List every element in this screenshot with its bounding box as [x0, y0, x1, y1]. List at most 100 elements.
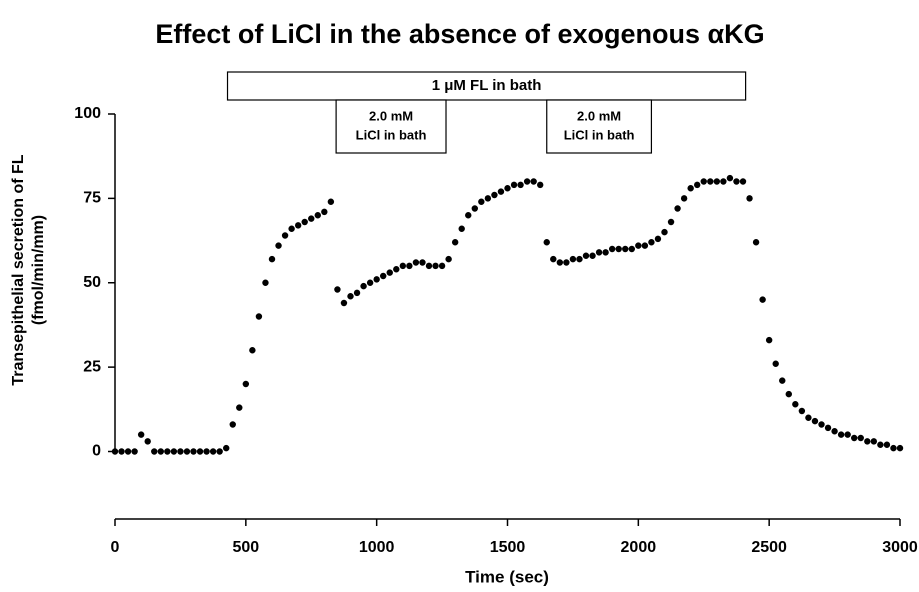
data-point [792, 401, 799, 408]
annotation-text: 2.0 mM [577, 108, 621, 123]
data-point [530, 178, 537, 185]
data-point [275, 242, 282, 249]
y-axis-label: (fmol/min/mm) [30, 215, 47, 325]
annotation-text: 1 μM FL in bath [432, 77, 542, 94]
data-point [805, 414, 812, 421]
chart-title: Effect of LiCl in the absence of exogeno… [155, 19, 764, 49]
data-point [543, 239, 550, 246]
data-point [785, 390, 792, 398]
data-point [321, 208, 328, 216]
data-point [890, 444, 897, 452]
data-point [576, 255, 583, 263]
annotation-box [226, 71, 747, 101]
data-point [196, 448, 204, 455]
x-tick-label: 3000 [882, 539, 918, 556]
data-point [445, 255, 452, 263]
data-point [491, 191, 498, 199]
data-point [896, 444, 904, 452]
data-point [635, 242, 642, 249]
data-point [288, 225, 295, 232]
data-point [733, 178, 740, 185]
data-point [203, 448, 210, 455]
data-point [465, 212, 472, 219]
data-point [628, 245, 635, 253]
data-point [216, 448, 223, 455]
data-point [739, 178, 747, 185]
data-point [373, 276, 380, 283]
annotation-text: LiCl in bath [356, 127, 427, 142]
data-point [648, 239, 655, 246]
data-point [451, 239, 459, 246]
data-point [720, 178, 727, 185]
data-point [360, 282, 367, 290]
x-tick-label: 1000 [359, 539, 395, 556]
y-tick-label: 50 [83, 274, 101, 291]
annotation-box [335, 99, 447, 154]
data-point [419, 259, 426, 266]
annotation-box [546, 99, 653, 154]
data-point [425, 262, 433, 270]
data-point [478, 198, 485, 205]
data-point [798, 407, 806, 415]
data-point [641, 242, 649, 249]
data-point [837, 431, 845, 438]
data-point [432, 262, 439, 270]
data-point [661, 228, 668, 236]
data-point [294, 222, 302, 229]
x-tick-label: 500 [232, 539, 259, 556]
data-point [844, 431, 851, 438]
data-point [347, 293, 354, 300]
data-point [399, 262, 407, 270]
data-point [700, 178, 707, 185]
data-point [811, 417, 819, 425]
y-tick-label: 75 [83, 190, 101, 207]
data-point [824, 424, 832, 432]
data-point [608, 245, 616, 253]
x-tick-label: 1500 [490, 539, 526, 556]
data-point [550, 255, 557, 263]
y-axis-label: Transepithelial secretion of FL [10, 154, 27, 385]
data-point [707, 178, 714, 185]
data-point [111, 448, 119, 455]
data-point [380, 272, 387, 280]
annotation-text: 2.0 mM [369, 108, 413, 123]
data-point [268, 255, 276, 263]
data-point [772, 360, 779, 367]
data-point [517, 181, 524, 189]
data-point [726, 174, 734, 182]
data-point [694, 181, 701, 189]
data-point [680, 195, 688, 202]
data-point [582, 252, 590, 259]
data-point [818, 421, 825, 428]
data-point [229, 421, 236, 428]
data-point [281, 232, 289, 239]
data-point [438, 262, 446, 270]
data-point [622, 245, 629, 253]
data-point [556, 259, 564, 266]
data-point [674, 205, 681, 212]
data-point [157, 448, 164, 455]
data-point [177, 448, 184, 455]
x-tick-label: 0 [111, 539, 120, 556]
data-point [779, 377, 786, 384]
data-point [209, 448, 217, 455]
data-point [164, 448, 171, 455]
data-point [223, 444, 230, 452]
data-point [366, 279, 374, 286]
data-point [255, 313, 263, 320]
data-point [687, 185, 694, 192]
data-point [883, 441, 891, 448]
x-axis-label: Time (sec) [465, 567, 549, 586]
data-point [458, 225, 465, 232]
data-point [242, 380, 250, 388]
data-point [864, 438, 871, 445]
data-point [340, 299, 348, 307]
data-point [137, 431, 145, 438]
data-point [484, 195, 492, 202]
data-point [523, 178, 531, 185]
data-point [190, 448, 197, 455]
data-point [752, 239, 760, 246]
data-point [406, 262, 413, 270]
data-point [386, 269, 393, 276]
